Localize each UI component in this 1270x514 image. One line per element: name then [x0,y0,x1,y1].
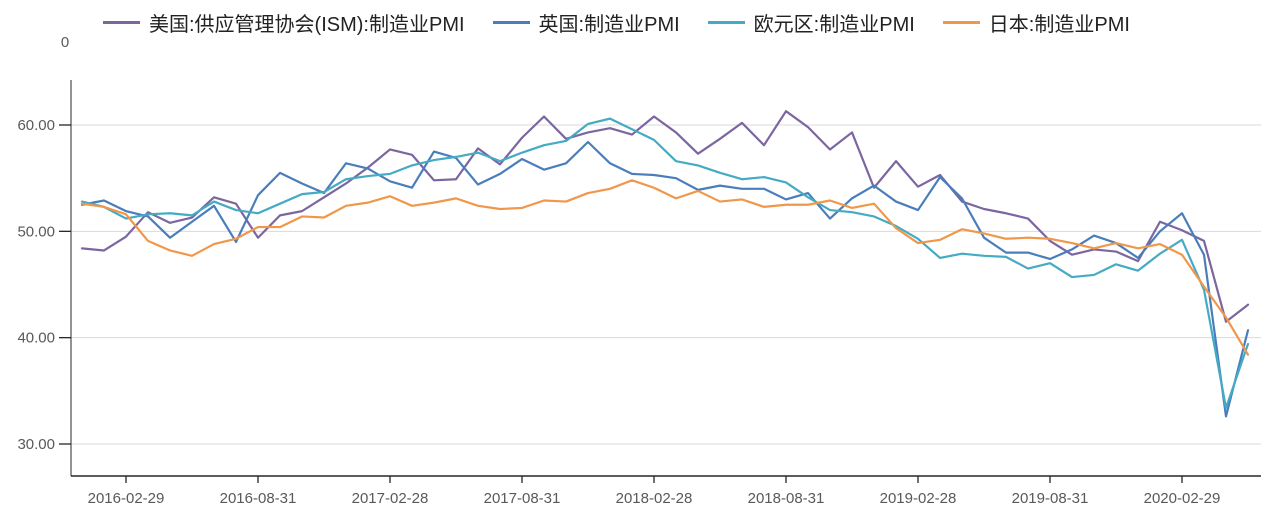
svg-text:2019-08-31: 2019-08-31 [1012,490,1089,507]
svg-text:2018-08-31: 2018-08-31 [748,490,825,507]
svg-text:50.00: 50.00 [17,223,55,240]
svg-text:40.00: 40.00 [17,330,55,347]
svg-text:2017-08-31: 2017-08-31 [484,490,561,507]
svg-text:30.00: 30.00 [17,436,55,453]
svg-text:2018-02-28: 2018-02-28 [616,490,693,507]
svg-text:0: 0 [61,34,69,51]
svg-text:2020-02-29: 2020-02-29 [1144,490,1221,507]
svg-text:2016-02-29: 2016-02-29 [88,490,165,507]
svg-text:2017-02-28: 2017-02-28 [352,490,429,507]
svg-text:2019-02-28: 2019-02-28 [880,490,957,507]
svg-text:60.00: 60.00 [17,117,55,134]
svg-text:2016-08-31: 2016-08-31 [220,490,297,507]
